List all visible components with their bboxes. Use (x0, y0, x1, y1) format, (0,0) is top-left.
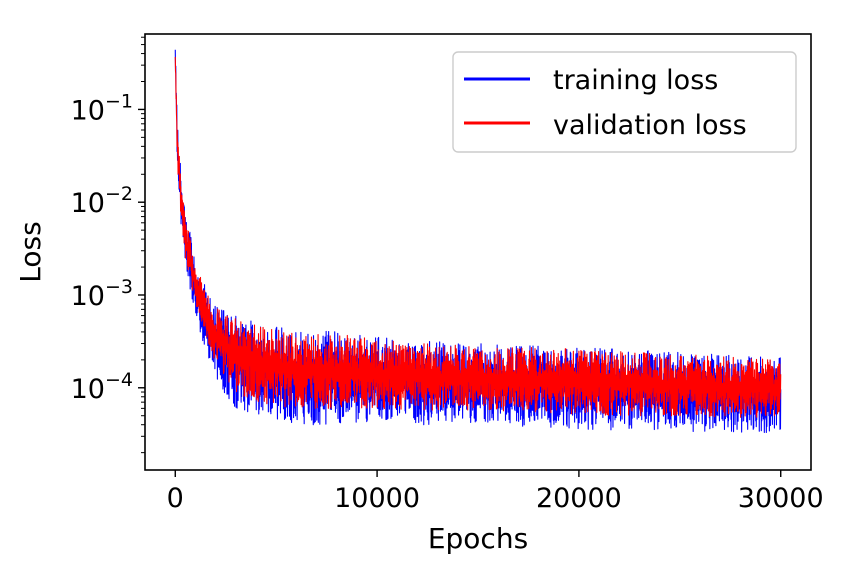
legend-label-validation-loss: validation loss (553, 110, 747, 141)
y-minor-ticks (141, 36, 145, 454)
x-tick-label: 20000 (536, 483, 622, 514)
x-tick-label: 0 (167, 483, 184, 514)
legend: training loss validation loss (452, 51, 797, 153)
legend-label-training-loss: training loss (553, 65, 718, 96)
x-axis-ticks: 0 10000 20000 30000 (167, 470, 824, 514)
y-tick-label: 10−1 (71, 90, 133, 126)
y-tick-label: 10−2 (71, 183, 133, 219)
legend-frame (452, 51, 797, 153)
x-axis-label: Epochs (428, 522, 528, 555)
x-tick-label: 30000 (738, 483, 824, 514)
y-axis-label: Loss (14, 221, 47, 282)
y-tick-label: 10−4 (71, 369, 133, 405)
plot-frame (144, 33, 812, 471)
series-layer (174, 49, 782, 434)
x-tick-label: 10000 (334, 483, 420, 514)
series-line-validation-loss (174, 56, 782, 418)
y-tick-label: 10−3 (71, 276, 133, 312)
y-axis-ticks: 10−1 10−2 10−3 10−4 (71, 90, 145, 405)
